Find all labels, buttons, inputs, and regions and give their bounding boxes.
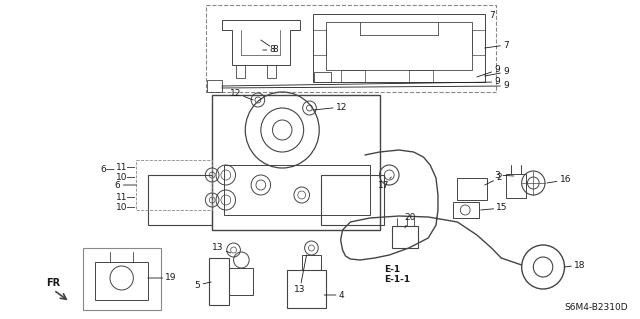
Text: 7: 7 — [484, 41, 509, 49]
Text: 12: 12 — [314, 102, 347, 112]
Text: 13: 13 — [294, 255, 307, 294]
Text: 9: 9 — [484, 68, 509, 77]
Text: 2: 2 — [484, 174, 502, 185]
Text: 6: 6 — [115, 181, 136, 189]
Text: FR: FR — [45, 278, 60, 288]
Text: E-1: E-1 — [385, 265, 401, 275]
Text: 5: 5 — [195, 280, 211, 290]
Text: 10—: 10— — [116, 203, 136, 211]
Text: 16: 16 — [547, 175, 571, 184]
Text: 9: 9 — [477, 65, 500, 77]
Text: S6M4-B2310D: S6M4-B2310D — [564, 303, 628, 313]
Text: 17: 17 — [378, 177, 391, 190]
Text: 8: 8 — [263, 46, 275, 55]
Text: 11—: 11— — [116, 164, 136, 173]
Text: 6—: 6— — [100, 166, 115, 174]
Text: 13: 13 — [212, 243, 230, 253]
Text: 9: 9 — [222, 78, 500, 86]
Text: 19: 19 — [148, 273, 177, 283]
Text: 20: 20 — [404, 213, 415, 228]
Text: E-1-1: E-1-1 — [385, 276, 410, 285]
Text: 8: 8 — [261, 40, 278, 55]
Text: 10—: 10— — [116, 174, 136, 182]
Bar — [206, 5, 497, 92]
Text: 15: 15 — [481, 204, 508, 212]
Text: 12: 12 — [230, 88, 253, 100]
Text: 3: 3 — [495, 170, 514, 180]
Text: 7: 7 — [490, 11, 495, 19]
Text: 18: 18 — [564, 261, 586, 270]
Text: 4: 4 — [324, 291, 344, 300]
Text: 11—: 11— — [116, 192, 136, 202]
Text: 9: 9 — [222, 81, 509, 91]
